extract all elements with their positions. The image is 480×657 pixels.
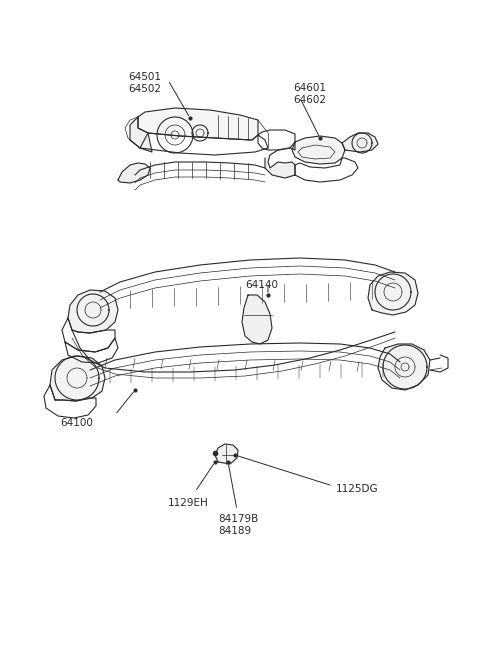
- Text: 64501: 64501: [128, 72, 161, 82]
- Polygon shape: [130, 117, 152, 152]
- Polygon shape: [215, 444, 238, 464]
- Text: 64140: 64140: [245, 280, 278, 290]
- Polygon shape: [68, 290, 118, 333]
- Text: 84189: 84189: [218, 526, 251, 536]
- Polygon shape: [292, 136, 345, 164]
- Polygon shape: [378, 344, 430, 390]
- Text: 64601: 64601: [293, 83, 326, 93]
- Text: 84179B: 84179B: [218, 514, 258, 524]
- Polygon shape: [342, 133, 378, 152]
- Polygon shape: [368, 272, 418, 315]
- Text: 1125DG: 1125DG: [336, 484, 379, 494]
- Polygon shape: [265, 142, 295, 178]
- Polygon shape: [242, 295, 272, 344]
- Text: 1129EH: 1129EH: [168, 498, 209, 508]
- Text: 64602: 64602: [293, 95, 326, 105]
- Polygon shape: [118, 163, 150, 183]
- Polygon shape: [50, 356, 105, 401]
- Text: 64100: 64100: [60, 418, 93, 428]
- Polygon shape: [138, 108, 258, 140]
- Text: 64502: 64502: [128, 84, 161, 94]
